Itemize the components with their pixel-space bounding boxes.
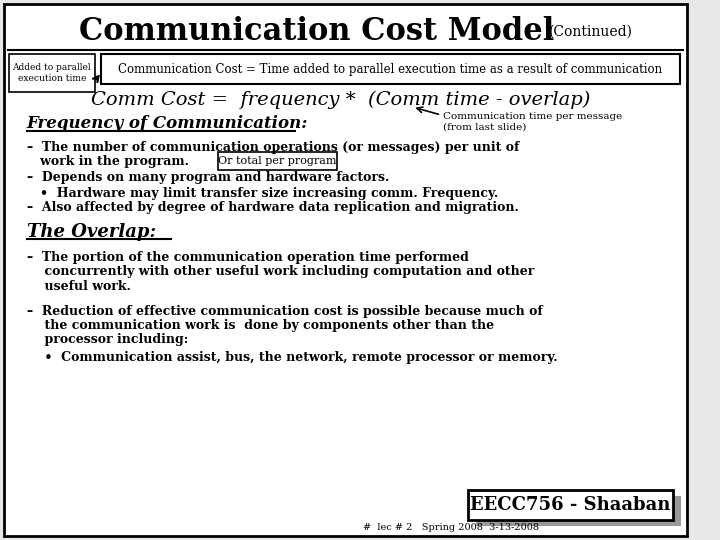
Text: Or total per program: Or total per program	[218, 156, 336, 166]
Text: Communication time per message
(from last slide): Communication time per message (from las…	[443, 112, 622, 131]
Text: Added to parallel
execution time: Added to parallel execution time	[12, 63, 91, 83]
Text: processor including:: processor including:	[27, 334, 188, 347]
FancyBboxPatch shape	[9, 54, 95, 92]
Text: Communication Cost = Time added to parallel execution time as a result of commun: Communication Cost = Time added to paral…	[118, 63, 662, 76]
Text: #  lec # 2   Spring 2008  3-13-2008: # lec # 2 Spring 2008 3-13-2008	[363, 523, 539, 532]
Text: Comm Cost =  frequency *  (Comm time - overlap): Comm Cost = frequency * (Comm time - ove…	[91, 91, 590, 109]
Text: Communication Cost Model: Communication Cost Model	[79, 17, 554, 48]
Text: The Overlap:: The Overlap:	[27, 223, 156, 241]
Text: •  Communication assist, bus, the network, remote processor or memory.: • Communication assist, bus, the network…	[27, 350, 557, 363]
Text: useful work.: useful work.	[27, 280, 131, 293]
FancyBboxPatch shape	[468, 490, 673, 520]
Text: –  Reduction of effective communication cost is possible because much of: – Reduction of effective communication c…	[27, 306, 543, 319]
FancyBboxPatch shape	[4, 4, 687, 536]
Text: (Continued): (Continued)	[549, 25, 633, 39]
Text: the communication work is  done by components other than the: the communication work is done by compon…	[27, 320, 494, 333]
Text: EECC756 - Shaaban: EECC756 - Shaaban	[470, 496, 671, 514]
Text: –  The portion of the communication operation time performed: – The portion of the communication opera…	[27, 252, 469, 265]
FancyBboxPatch shape	[476, 496, 681, 526]
Text: concurrently with other useful work including computation and other: concurrently with other useful work incl…	[27, 266, 534, 279]
Text: work in the program.: work in the program.	[27, 154, 189, 167]
Text: •  Hardware may limit transfer size increasing comm. Frequency.: • Hardware may limit transfer size incre…	[27, 186, 498, 199]
Text: –  Also affected by degree of hardware data replication and migration.: – Also affected by degree of hardware da…	[27, 201, 518, 214]
FancyBboxPatch shape	[101, 54, 680, 84]
FancyBboxPatch shape	[217, 152, 337, 170]
Text: –  Depends on many program and hardware factors.: – Depends on many program and hardware f…	[27, 172, 390, 185]
Text: Frequency of Communication:: Frequency of Communication:	[27, 116, 308, 132]
Text: –  The number of communication operations (or messages) per unit of: – The number of communication operations…	[27, 140, 519, 153]
